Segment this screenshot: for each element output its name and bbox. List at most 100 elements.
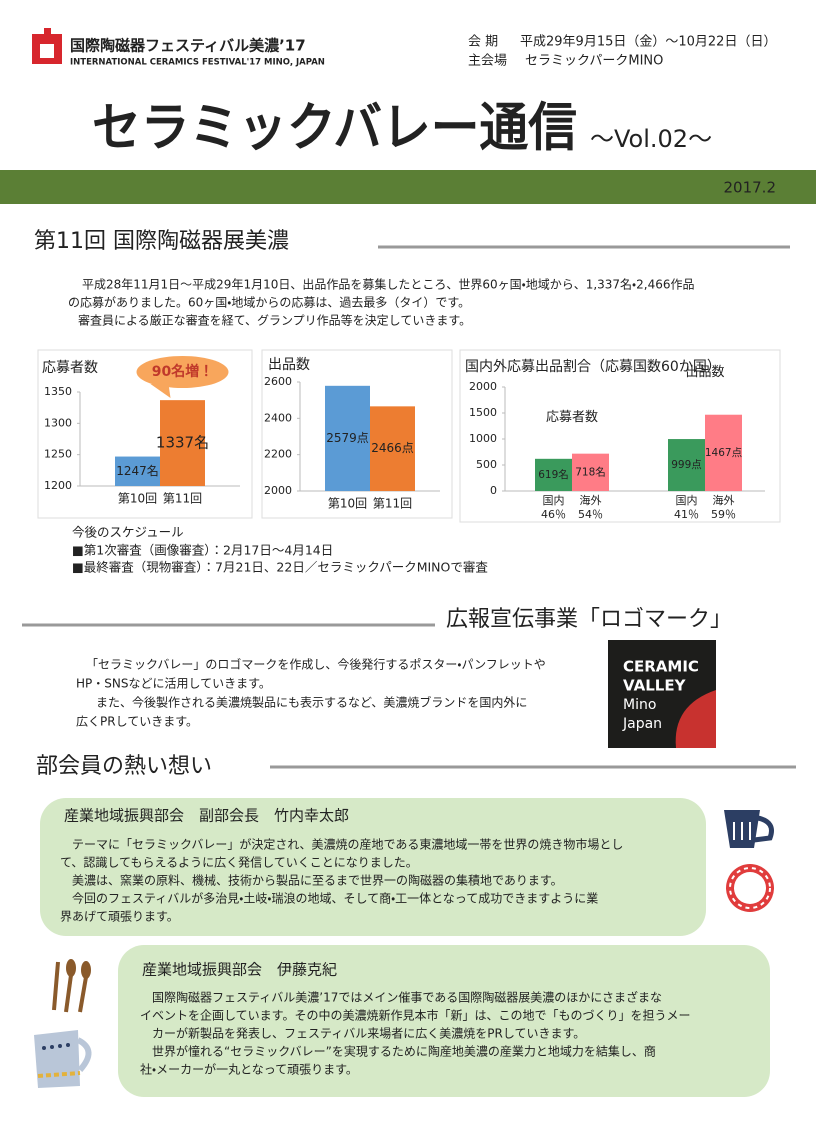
chart-title: 国内外応募出品割合（応募国数60か国）: [465, 359, 721, 375]
y-tick-label: 1000: [469, 432, 497, 445]
logo-word: CERAMIC: [623, 658, 699, 676]
section-heading: 部会員の熱い想い: [36, 754, 212, 779]
y-tick-label: 2200: [264, 448, 292, 461]
y-tick-label: 2000: [469, 380, 497, 393]
paragraph-line: 国際陶磁器フェスティバル美濃’17ではメイン催事である国際陶磁器展美濃のほかにさ…: [152, 990, 662, 1005]
paragraph-line: て、認識してもらえるように広く発信していくことになりました。: [60, 856, 418, 870]
message-box: [40, 798, 706, 936]
bar: [572, 453, 609, 491]
bar: [705, 414, 742, 491]
newsletter-title: セラミックバレー通信: [92, 98, 577, 159]
y-tick-label: 2000: [264, 484, 292, 497]
x-tick-label: 第10回: [328, 497, 367, 511]
bar: [668, 439, 705, 491]
annotation: 90名増！: [152, 363, 213, 380]
session: 平成29年9月15日（金）～10月22日（日）: [520, 35, 776, 50]
paragraph-line: 平成28年11月1日～平成29年1月10日、出品作品を募集したところ、世界60ヶ…: [82, 277, 695, 292]
value-label: 2466点: [371, 441, 414, 455]
y-tick-label: 500: [476, 458, 497, 471]
session-label: 会 期: [468, 35, 498, 50]
chart-frame: [37, 349, 253, 519]
paragraph-line: テーマに「セラミックバレー」が決定され、美濃焼の産地である東濃地域一帯を世界の焼…: [72, 837, 623, 852]
value-label: 1467点: [705, 447, 742, 459]
cutlery-icon: [52, 959, 91, 1013]
venue-label: 主会場: [468, 54, 507, 69]
section-heading: 第11回 国際陶磁器展美濃: [34, 229, 289, 254]
logo-en: INTERNATIONAL CERAMICS FESTIVAL'17 MINO,…: [70, 58, 325, 68]
section-heading: 広報宣伝事業「ロゴマーク」: [446, 607, 732, 632]
festival-logo-icon: [32, 28, 62, 64]
bar: [370, 406, 415, 491]
value-label: 619名: [538, 468, 569, 481]
bar: [160, 400, 205, 486]
x-tick-label: 国内: [676, 493, 698, 507]
message-box: [118, 945, 770, 1097]
x-tick-label: 国内: [543, 493, 565, 507]
group-label: 出品数: [685, 365, 724, 380]
x-tick-label: 海外: [580, 493, 602, 507]
value-label: 718名: [575, 465, 606, 478]
y-tick-label: 1200: [44, 479, 72, 492]
paragraph-line: また、今後製作される美濃焼製品にも表示するなど、美濃焼ブランドを国内外に: [96, 695, 527, 710]
value-label: 2579点: [326, 431, 369, 445]
share-label: 54％: [578, 508, 603, 521]
y-tick-label: 1300: [44, 416, 72, 429]
paragraph-line: 社・メーカーが一丸となって頑張ります。: [140, 1062, 358, 1077]
paragraph-line: 今回のフェスティバルが多治見・土岐・瑞浪の地域、そして商・工一体となって成功でき…: [72, 891, 598, 906]
callout: [150, 384, 171, 398]
chart-frame: [261, 349, 453, 519]
paragraph-line: カーが新製品を発表し、フェスティバル来場者に広く美濃焼をPRしていきます。: [152, 1026, 585, 1041]
paragraph-line: 美濃は、窯業の原料、機械、技術から製品に至るまで世界一の陶磁器の集積地であります…: [72, 873, 563, 888]
bar: [325, 385, 370, 491]
bar: [535, 458, 572, 491]
y-tick-label: 1350: [44, 385, 72, 398]
paragraph-line: ■最終審査（現物審査）：7月21日、22日／セラミックパークMINOで審査: [72, 560, 488, 575]
x-tick-label: 海外: [713, 493, 735, 507]
logo-jp: 国際陶磁器フェスティバル美濃’17: [70, 37, 306, 55]
message-title: 産業地域振興部会 副部会長 竹内幸太郎: [64, 807, 349, 825]
paragraph-line: イベントを企画しています。その中の美濃焼新作見本市「新」は、この地で「ものづくり…: [140, 1008, 690, 1023]
paragraph-line: 「セラミックバレー」のロゴマークを作成し、今後発行するポスター・パンフレットや: [86, 657, 546, 672]
mug-icon: [724, 810, 774, 848]
venue: セラミックパークMINO: [525, 54, 663, 69]
schedule-title: 今後のスケジュール: [72, 525, 184, 540]
header-band: [0, 170, 816, 204]
paragraph-line: 界あげて頑張ります。: [60, 910, 179, 924]
paragraph-line: 広くPRしていきます。: [76, 715, 198, 729]
y-tick-label: 2600: [264, 375, 292, 388]
y-tick-label: 0: [490, 484, 497, 497]
paragraph-line: 世界が憧れる“セラミックバレー”を実現するために陶産地美濃の産業力と地域力を結集…: [152, 1044, 656, 1059]
bar: [115, 456, 160, 486]
x-tick-label: 第11回: [373, 497, 412, 511]
logo-word: Mino: [623, 697, 656, 713]
chart-title: 出品数: [268, 357, 310, 373]
y-tick-label: 2400: [264, 411, 292, 424]
paragraph-line: の応募がありました。60ヶ国・地域からの応募は、過去最多（タイ）です。: [68, 295, 470, 310]
logo-word: Japan: [622, 716, 662, 732]
value-label: 999点: [671, 459, 702, 471]
logo-word: VALLEY: [623, 677, 687, 695]
value-label: 1337名: [156, 434, 209, 452]
message-title: 産業地域振興部会 伊藤克紀: [142, 961, 337, 979]
chart-title: 応募者数: [42, 360, 98, 376]
chart-frame: [459, 349, 781, 523]
plate-icon: [726, 864, 774, 912]
group-label: 応募者数: [546, 410, 598, 425]
y-tick-label: 1250: [44, 448, 72, 461]
share-label: 46％: [541, 508, 566, 521]
paragraph-line: HP・SNSなどに活用していきます。: [76, 677, 271, 691]
callout: [136, 356, 229, 388]
paragraph-line: ■第1次審査（画像審査）：2月17日～4月14日: [72, 543, 333, 558]
share-label: 41％: [674, 508, 699, 521]
paragraph-line: 審査員による厳正な審査を経て、グランプリ作品等を決定していきます。: [78, 314, 471, 328]
jug-icon: [34, 1030, 92, 1088]
issue-date: 2017.2: [724, 179, 777, 197]
ceramic-valley-logo: [608, 640, 716, 748]
x-tick-label: 第11回: [163, 492, 202, 506]
x-tick-label: 第10回: [118, 492, 157, 506]
value-label: 1247名: [116, 463, 159, 478]
y-tick-label: 1500: [469, 406, 497, 419]
share-label: 59％: [711, 508, 736, 521]
